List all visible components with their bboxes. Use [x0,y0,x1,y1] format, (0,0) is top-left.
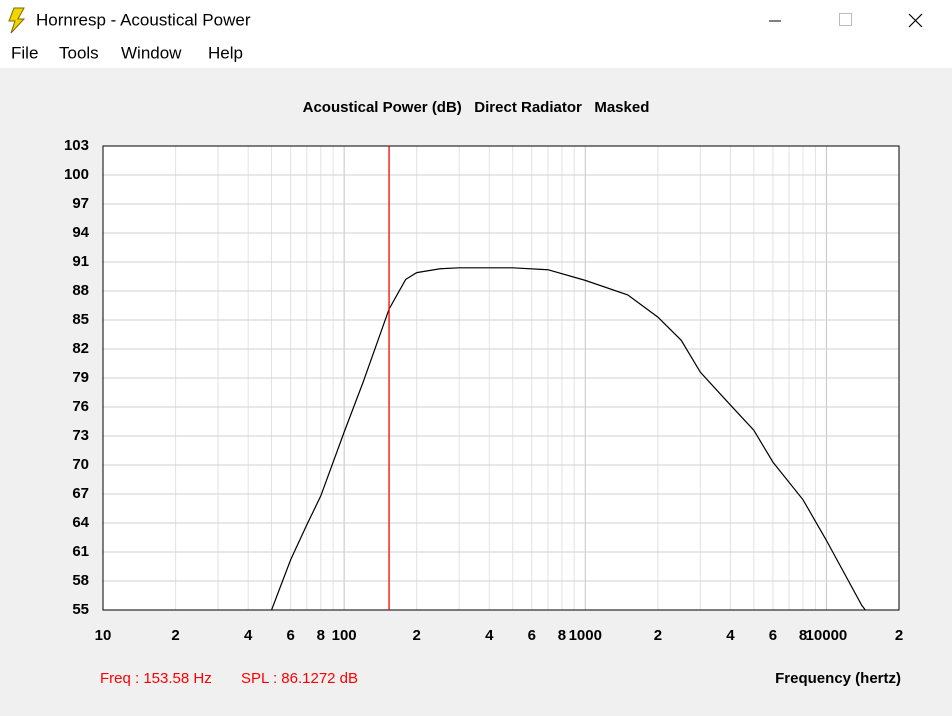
x-tick-label: 1000 [569,627,602,644]
menu-item[interactable]: File [11,43,38,62]
y-tick-label: 91 [72,253,89,270]
x-tick-label: 6 [286,627,294,644]
maximize-button[interactable] [839,13,852,26]
menu-item[interactable]: Window [121,43,182,62]
x-tick-label: 2 [895,627,903,644]
x-tick-label: 2 [171,627,179,644]
x-axis-label: Frequency (hertz) [775,670,901,687]
y-tick-label: 58 [72,572,89,589]
y-tick-label: 67 [72,485,89,502]
x-tick-label: 8 [558,627,566,644]
x-tick-label: 6 [528,627,536,644]
x-tick-label: 6 [769,627,777,644]
power-curve [270,267,866,610]
menu-item[interactable]: Tools [59,43,99,62]
close-button[interactable] [908,13,923,28]
y-tick-label: 85 [72,311,89,328]
y-tick-label: 100 [64,166,89,183]
x-tick-label: 2 [654,627,662,644]
y-tick-label: 73 [72,427,89,444]
y-tick-label: 64 [72,514,89,531]
title-and-menu-bar [0,0,952,68]
y-tick-label: 61 [72,543,89,560]
y-tick-label: 76 [72,398,89,415]
x-tick-label: 100 [332,627,357,644]
y-tick-label: 88 [72,282,89,299]
freq-readout: Freq : 153.58 Hz [100,670,212,687]
menu-item[interactable]: Help [208,43,243,62]
y-tick-label: 70 [72,456,89,473]
y-tick-label: 94 [72,224,89,241]
x-tick-label: 4 [726,627,735,644]
y-tick-label: 103 [64,137,89,154]
plot-border [102,145,900,611]
x-tick-label: 4 [244,627,253,644]
spl-readout: SPL : 86.1272 dB [241,670,358,687]
x-tick-label: 10000 [806,627,848,644]
x-tick-label: 10 [95,627,112,644]
x-tick-label: 2 [413,627,421,644]
x-tick-label: 4 [485,627,494,644]
y-tick-label: 79 [72,369,89,386]
y-tick-label: 55 [72,601,89,618]
window-title: Hornresp - Acoustical Power [36,10,251,29]
y-tick-label: 97 [72,195,89,212]
y-tick-label: 82 [72,340,89,357]
x-tick-label: 8 [799,627,807,644]
chart-title: Acoustical Power (dB) Direct Radiator Ma… [303,99,650,116]
app-icon [8,7,26,34]
x-tick-label: 8 [317,627,325,644]
